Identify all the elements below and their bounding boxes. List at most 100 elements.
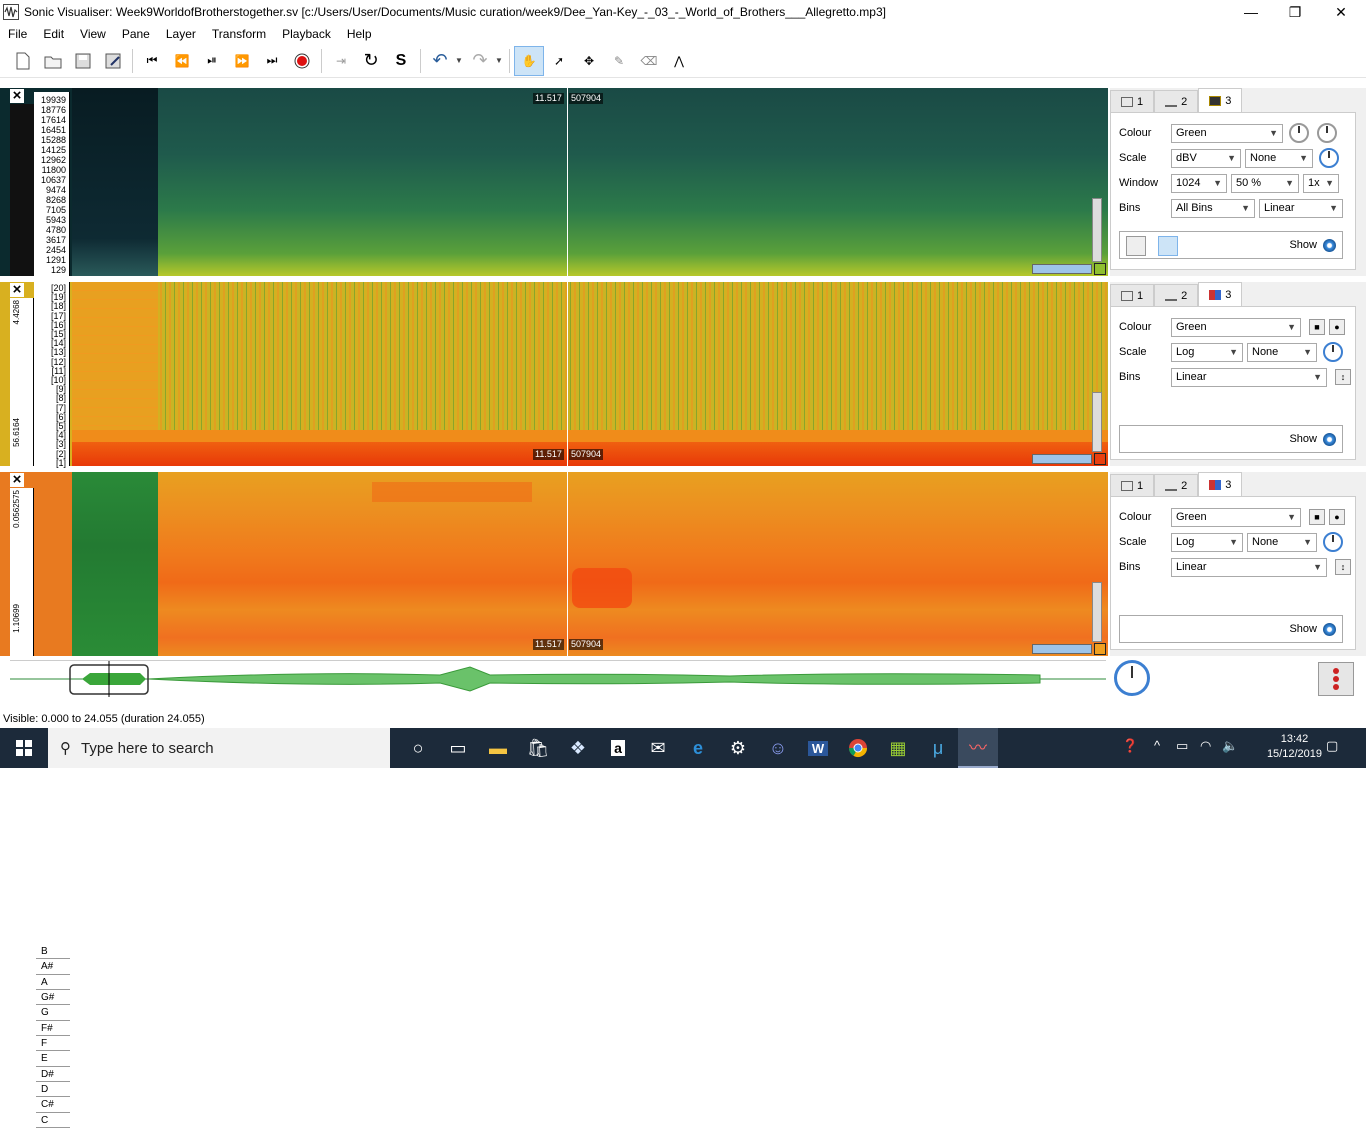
restore-button[interactable]: ❐ [1288,3,1302,20]
zoom-colour-box[interactable] [1094,453,1106,465]
draw-pencil-icon[interactable]: ✎ [613,53,625,68]
menu-layer[interactable]: Layer [165,27,196,41]
horizontal-zoom-slider[interactable] [1032,264,1092,274]
tab-layer-3[interactable]: 3 [1198,282,1243,306]
tab-layer-2[interactable]: 2 [1154,284,1199,306]
file-explorer-icon[interactable]: ▬ [489,737,507,758]
normalization-select[interactable]: None ▼ [1245,148,1313,168]
chroma-view[interactable] [72,472,1108,656]
close-pane-icon[interactable]: × [10,282,24,297]
solo-icon[interactable]: S [395,51,407,69]
musescore-icon[interactable]: μ [932,737,944,758]
show-toggle[interactable] [1323,432,1336,446]
tab-layer-2[interactable]: 2 [1154,90,1199,112]
menu-view[interactable]: View [80,27,106,41]
normalization-select[interactable]: None ▼ [1247,342,1317,362]
vertical-zoom-slider[interactable] [1092,392,1102,452]
threshold-knob-icon[interactable] [1319,148,1339,168]
save-icon[interactable] [68,46,98,76]
record-icon[interactable] [287,46,317,76]
discord-icon[interactable]: ☺ [768,737,788,758]
gain-knob-icon[interactable] [1289,123,1309,143]
windows-start-icon[interactable] [0,728,48,768]
steam-icon[interactable]: ⚙ [729,737,747,758]
scale-select[interactable]: Log ▼ [1171,342,1243,362]
close-pane-icon[interactable]: × [10,88,24,103]
spectrogram-pane[interactable]: × 19939 18776 17614 16451 15288 14125 12962 118… [0,88,1108,276]
battery-icon[interactable]: ▭ [1176,738,1189,753]
minimize-button[interactable]: — [1244,4,1258,20]
vertical-zoom-slider[interactable] [1092,582,1102,642]
rewind-start-icon[interactable]: ⏮ [146,53,158,67]
word-icon[interactable]: W [798,728,838,768]
navigate-hand-icon[interactable]: ✋ [514,45,544,76]
menu-edit[interactable]: Edit [43,27,65,41]
close-pane-icon[interactable]: × [10,472,24,487]
zoom-colour-box[interactable] [1094,643,1106,655]
show-hidden-icons-icon[interactable]: ^ [1154,738,1161,753]
opacity-toggle-icon[interactable]: ● [1329,319,1345,335]
play-pause-icon[interactable]: ⏯ [207,53,217,67]
notifications-icon[interactable]: ▢ [1326,738,1339,753]
scale-select[interactable]: Log ▼ [1171,532,1243,552]
frequency-scale-select[interactable]: Linear ▼ [1259,198,1343,218]
store-icon[interactable]: 🛍 [526,737,550,758]
colour-select[interactable]: Green ▼ [1171,507,1301,527]
invert-toggle-icon[interactable]: ■ [1309,319,1325,335]
play-layer-icon[interactable] [1158,236,1178,256]
chromagram-pane[interactable]: × 4.4268 56.6164 [20] [19] [18] [17] [16] [15… [0,282,1108,467]
menu-file[interactable]: File [8,27,28,41]
colour-rotation-knob-icon[interactable] [1317,123,1337,143]
playback-speed-dial-icon[interactable] [1114,660,1150,696]
dropbox-icon[interactable]: ❖ [569,737,587,758]
zoom-colour-box[interactable] [1094,263,1106,275]
task-view-icon[interactable]: ▭ [449,737,467,758]
window-size-select[interactable]: 1024 ▼ [1171,173,1227,193]
menu-transform[interactable]: Transform [211,27,267,41]
show-toggle[interactable] [1323,622,1336,636]
wifi-icon[interactable]: ◠ [1200,738,1212,753]
sonic-visualiser-taskbar-icon[interactable]: 〰 [958,728,998,768]
select-arrow-icon[interactable]: ➚ [553,53,565,68]
tab-layer-3[interactable]: 3 [1198,88,1243,112]
bins-select[interactable]: Linear ▼ [1171,557,1327,577]
spreadsheet-app-icon[interactable]: ▦ [889,737,907,758]
colour-select[interactable]: Green ▼ [1171,123,1283,143]
rewind-icon[interactable]: ⏪ [174,53,190,68]
play-selection-icon[interactable]: ⇥ [335,53,347,68]
forward-end-icon[interactable]: ⏭ [266,53,278,67]
new-file-icon[interactable] [8,46,38,76]
chrome-icon[interactable] [838,728,878,768]
chroma-notes-pane[interactable]: × 0.0562575 1.10699 B A# A G# G F# F E D# D C# C 11… [0,472,1108,1128]
scale-select[interactable]: dBV ▼ [1171,148,1241,168]
undo-dropdown-icon[interactable]: ▼ [455,56,463,65]
invert-toggle-icon[interactable]: ■ [1309,509,1325,525]
help-icon[interactable]: ❓ [1122,738,1139,753]
loop-icon[interactable]: ↻ [363,50,379,70]
amazon-icon[interactable]: a [598,728,638,768]
redo-icon[interactable]: ↷ [472,50,488,70]
layer-colour-icon[interactable] [1126,236,1146,256]
level-meter-icon[interactable] [1318,662,1354,696]
bins-select[interactable]: Linear ▼ [1171,367,1327,387]
erase-icon[interactable]: ⌫ [640,53,658,68]
bins-select[interactable]: All Bins ▼ [1171,198,1255,218]
menu-help[interactable]: Help [346,27,372,41]
show-toggle[interactable] [1323,238,1336,252]
menu-playback[interactable]: Playback [282,27,331,41]
vertical-stretch-icon[interactable]: ↕ [1335,559,1351,575]
normalization-select[interactable]: None ▼ [1247,532,1317,552]
opacity-toggle-icon[interactable]: ● [1329,509,1345,525]
window-overlap-select[interactable]: 50 % ▼ [1231,173,1299,193]
undo-icon[interactable]: ↶ [432,50,448,70]
vertical-zoom-slider[interactable] [1092,198,1102,262]
colour-select[interactable]: Green ▼ [1171,317,1301,337]
chromagram-view[interactable] [72,282,1108,466]
taskbar-clock[interactable]: 13:42 15/12/2019 [1267,732,1322,762]
edge-icon[interactable]: e [692,737,703,758]
gain-knob-icon[interactable] [1323,342,1343,362]
move-icon[interactable]: ✥ [583,53,595,68]
tab-layer-1[interactable]: 1 [1110,284,1155,306]
mail-icon[interactable]: ✉ [650,737,666,758]
tab-layer-2[interactable]: 2 [1154,474,1199,496]
